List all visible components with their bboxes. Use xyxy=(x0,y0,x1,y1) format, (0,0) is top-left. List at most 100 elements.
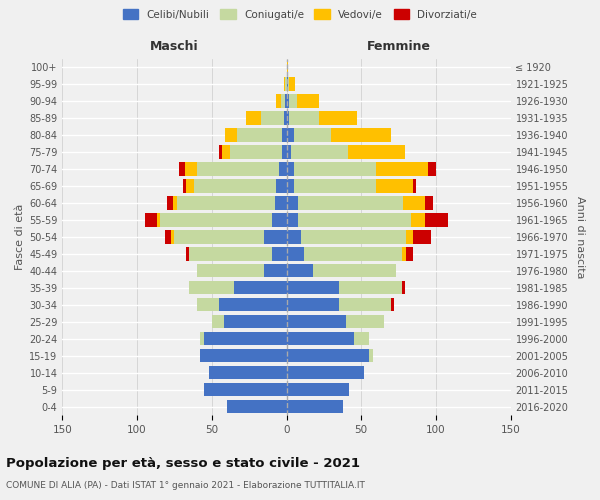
Bar xyxy=(346,315,383,328)
Y-axis label: Fasce di età: Fasce di età xyxy=(15,204,25,270)
Bar xyxy=(157,214,160,226)
Bar xyxy=(272,214,287,226)
Bar xyxy=(319,112,357,124)
Bar xyxy=(272,248,287,260)
Bar xyxy=(167,196,173,209)
Bar xyxy=(285,94,287,108)
Bar xyxy=(284,112,287,124)
Bar xyxy=(264,230,287,243)
Text: Popolazione per età, sesso e stato civile - 2021: Popolazione per età, sesso e stato civil… xyxy=(6,458,360,470)
Bar xyxy=(281,94,285,108)
Bar xyxy=(294,180,376,192)
Bar xyxy=(403,196,425,209)
Bar xyxy=(368,349,373,362)
Bar xyxy=(287,400,343,413)
Bar xyxy=(413,180,416,192)
Bar xyxy=(287,264,313,278)
Text: Femmine: Femmine xyxy=(367,40,431,54)
Bar xyxy=(287,112,289,124)
Bar xyxy=(190,248,272,260)
Bar xyxy=(288,78,289,90)
Bar xyxy=(173,196,178,209)
Bar xyxy=(287,332,354,345)
Bar xyxy=(287,180,294,192)
Bar xyxy=(339,298,391,312)
Bar xyxy=(200,332,205,345)
Bar xyxy=(287,162,294,175)
Bar xyxy=(287,248,304,260)
Bar xyxy=(222,146,230,158)
Bar xyxy=(348,146,404,158)
Bar xyxy=(425,196,433,209)
Bar xyxy=(376,180,413,192)
Bar xyxy=(282,146,287,158)
Bar xyxy=(197,264,264,278)
Bar xyxy=(287,298,339,312)
Bar xyxy=(287,349,368,362)
Bar xyxy=(225,128,237,141)
Bar xyxy=(187,248,190,260)
Bar xyxy=(289,112,319,124)
Bar xyxy=(354,332,368,345)
Bar xyxy=(209,366,287,380)
Legend: Celibi/Nubili, Coniugati/e, Vedovi/e, Divorziati/e: Celibi/Nubili, Coniugati/e, Vedovi/e, Di… xyxy=(119,5,481,24)
Bar xyxy=(297,94,319,108)
Bar xyxy=(287,315,346,328)
Bar xyxy=(172,230,175,243)
Bar xyxy=(294,162,376,175)
Bar xyxy=(287,366,364,380)
Bar xyxy=(410,214,425,226)
Bar xyxy=(287,94,289,108)
Bar xyxy=(160,214,272,226)
Bar xyxy=(184,180,187,192)
Bar xyxy=(282,128,287,141)
Bar xyxy=(339,281,401,294)
Bar xyxy=(313,264,395,278)
Text: Maschi: Maschi xyxy=(150,40,199,54)
Bar xyxy=(298,196,403,209)
Bar xyxy=(179,162,185,175)
Bar xyxy=(185,162,197,175)
Bar xyxy=(197,162,279,175)
Bar xyxy=(275,196,287,209)
Bar xyxy=(285,78,287,90)
Bar xyxy=(413,230,431,243)
Bar xyxy=(291,146,348,158)
Bar xyxy=(287,78,288,90)
Bar xyxy=(279,162,287,175)
Bar xyxy=(287,281,339,294)
Y-axis label: Anni di nascita: Anni di nascita xyxy=(575,196,585,278)
Bar xyxy=(219,298,287,312)
Bar xyxy=(205,383,287,396)
Bar xyxy=(276,180,287,192)
Bar xyxy=(237,128,282,141)
Bar xyxy=(230,146,282,158)
Bar xyxy=(287,146,291,158)
Bar xyxy=(145,214,157,226)
Bar xyxy=(197,298,219,312)
Bar xyxy=(287,196,298,209)
Bar xyxy=(212,315,224,328)
Bar xyxy=(287,383,349,396)
Bar xyxy=(294,128,331,141)
Bar xyxy=(331,128,391,141)
Bar xyxy=(287,230,301,243)
Bar xyxy=(289,94,297,108)
Bar xyxy=(200,349,287,362)
Bar xyxy=(175,230,264,243)
Bar xyxy=(205,332,287,345)
Bar xyxy=(224,315,287,328)
Bar xyxy=(406,230,413,243)
Bar xyxy=(401,281,404,294)
Text: COMUNE DI ALIA (PA) - Dati ISTAT 1° gennaio 2021 - Elaborazione TUTTITALIA.IT: COMUNE DI ALIA (PA) - Dati ISTAT 1° genn… xyxy=(6,481,365,490)
Bar xyxy=(284,78,285,90)
Bar xyxy=(301,230,406,243)
Bar xyxy=(401,248,406,260)
Bar xyxy=(425,214,448,226)
Bar xyxy=(376,162,428,175)
Bar xyxy=(190,281,234,294)
Bar xyxy=(234,281,287,294)
Bar xyxy=(287,60,288,74)
Bar xyxy=(194,180,276,192)
Bar xyxy=(261,112,284,124)
